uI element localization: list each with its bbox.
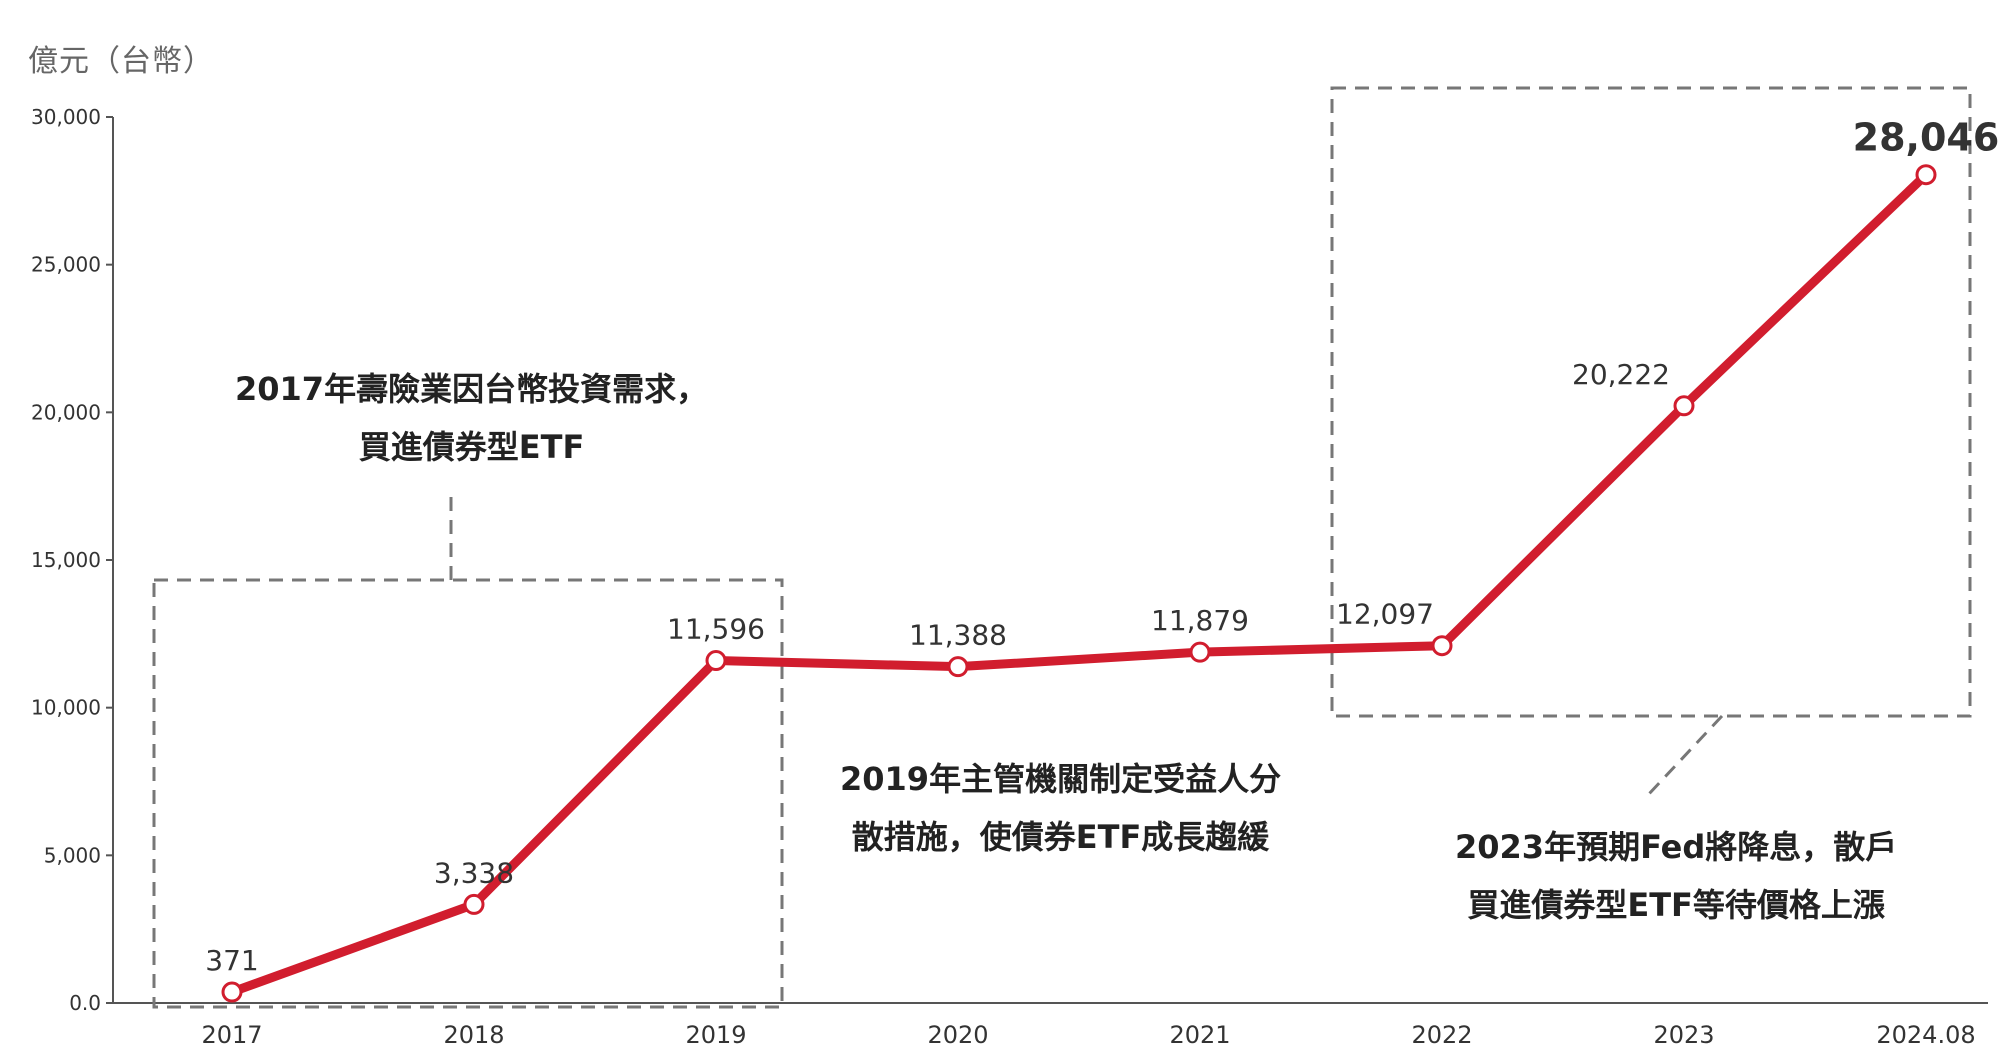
y-tick-label: 30,000 bbox=[31, 105, 101, 129]
data-point bbox=[1431, 635, 1453, 657]
annotation-2019-line1: 2019年主管機關制定受益人分 bbox=[840, 760, 1282, 798]
x-tick-label: 2024.08 bbox=[1876, 1021, 1975, 1049]
data-point bbox=[1673, 395, 1695, 417]
y-tick-label: 15,000 bbox=[31, 548, 101, 572]
annotation-2019-line2: 散措施，使債券ETF成長趨緩 bbox=[851, 818, 1270, 856]
data-label: 28,046 bbox=[1853, 116, 2000, 160]
y-axis-unit-label: 億元（台幣） bbox=[28, 44, 214, 79]
y-tick-label: 20,000 bbox=[31, 400, 101, 424]
y-tick-label: 10,000 bbox=[31, 696, 101, 720]
data-label: 11,388 bbox=[909, 619, 1007, 652]
x-tick-label: 2018 bbox=[443, 1021, 504, 1049]
data-label: 12,097 bbox=[1336, 598, 1434, 631]
data-point bbox=[947, 656, 969, 678]
x-tick-label: 2021 bbox=[1169, 1021, 1230, 1049]
data-point bbox=[1915, 164, 1937, 186]
x-tick-label: 2022 bbox=[1411, 1021, 1472, 1049]
annotation-leader-2023 bbox=[1646, 714, 1724, 797]
data-label: 3,338 bbox=[434, 856, 514, 889]
data-point bbox=[463, 893, 485, 915]
data-label: 371 bbox=[205, 944, 258, 977]
annotation-box-2023 bbox=[1330, 86, 1972, 718]
data-point bbox=[705, 650, 727, 672]
x-tick-label: 2023 bbox=[1653, 1021, 1714, 1049]
x-tick-label: 2017 bbox=[201, 1021, 262, 1049]
annotation-2023-line2: 買進債券型ETF等待價格上漲 bbox=[1467, 886, 1885, 924]
x-tick-label: 2020 bbox=[927, 1021, 988, 1049]
annotation-2017-line1: 2017年壽險業因台幣投資需求， bbox=[235, 370, 709, 408]
data-point bbox=[221, 981, 243, 1003]
series-line bbox=[227, 170, 1931, 997]
data-point bbox=[1189, 641, 1211, 663]
y-tick-label: 5,000 bbox=[44, 843, 101, 867]
data-label: 11,596 bbox=[667, 613, 765, 646]
y-tick-label: 25,000 bbox=[31, 253, 101, 277]
annotation-2017-line2: 買進債券型ETF bbox=[358, 428, 585, 466]
x-tick-label: 2019 bbox=[685, 1021, 746, 1049]
y-tick-label: 0.0 bbox=[69, 991, 101, 1015]
annotation-2023: 2023年預期Fed將降息，散戶 買進債券型ETF等待價格上漲 bbox=[1455, 818, 1897, 934]
data-label: 11,879 bbox=[1151, 604, 1249, 637]
data-label: 20,222 bbox=[1572, 358, 1670, 391]
annotation-box-2017 bbox=[152, 578, 784, 1009]
annotation-2019: 2019年主管機關制定受益人分 散措施，使債券ETF成長趨緩 bbox=[840, 750, 1281, 866]
annotation-2023-line1: 2023年預期Fed將降息，散戶 bbox=[1455, 828, 1898, 866]
annotation-2017: 2017年壽險業因台幣投資需求， 買進債券型ETF bbox=[235, 360, 708, 476]
